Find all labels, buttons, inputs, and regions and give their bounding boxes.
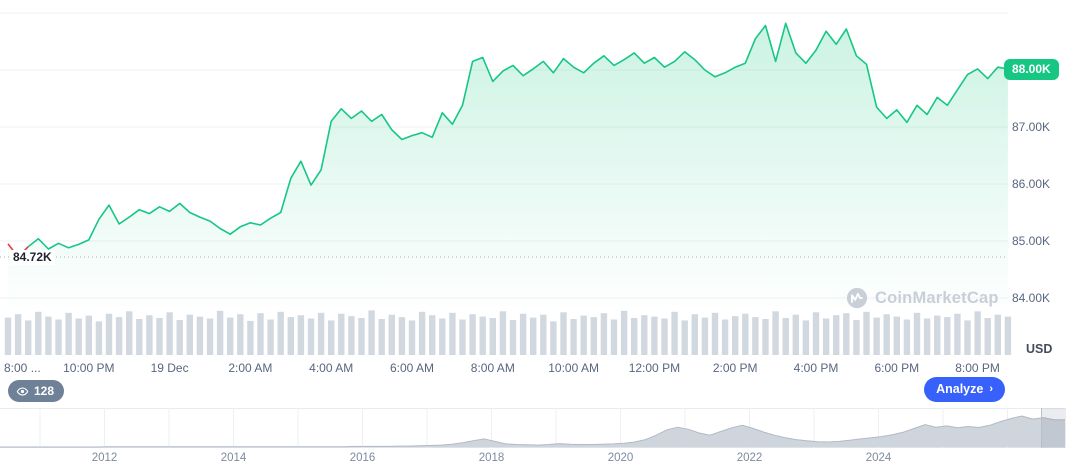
year-tick: 2024: [865, 452, 892, 464]
y-axis-tick: 86.00K: [1012, 177, 1051, 191]
x-axis-tick: 10:00 AM: [548, 361, 599, 375]
timeline-mini-chart[interactable]: [0, 408, 1065, 448]
year-tick: 2012: [91, 452, 118, 464]
coinmarketcap-watermark: CoinMarketCap: [846, 287, 999, 309]
y-axis-tick: 84.00K: [1012, 291, 1051, 305]
x-axis-tick: 8:00 ...: [4, 361, 41, 375]
analyze-button[interactable]: Analyze ›: [924, 377, 1005, 402]
coinmarketcap-logo-icon: [846, 287, 868, 309]
year-tick: 2018: [478, 452, 505, 464]
views-count: 128: [34, 384, 55, 398]
x-axis-tick: 10:00 PM: [63, 361, 115, 375]
chevron-right-icon: ›: [989, 383, 993, 395]
x-axis-tick: 4:00 PM: [793, 361, 839, 375]
year-tick: 2016: [349, 452, 376, 464]
views-count-badge[interactable]: 128: [8, 380, 65, 402]
x-axis-tick: 19 Dec: [150, 361, 189, 375]
brush-handle[interactable]: [1041, 408, 1066, 448]
y-axis-tick: 85.00K: [1012, 234, 1051, 248]
x-axis-tick: 8:00 PM: [955, 361, 1000, 375]
year-tick: 2022: [736, 452, 763, 464]
eye-icon: [16, 386, 29, 396]
x-axis-tick: 8:00 AM: [470, 361, 515, 375]
x-axis-tick: 2:00 PM: [712, 361, 758, 375]
y-axis-tick: 87.00K: [1012, 120, 1051, 134]
x-axis-tick: 6:00 PM: [874, 361, 920, 375]
currency-label: USD: [1026, 342, 1053, 356]
x-axis-tick: 12:00 PM: [628, 361, 681, 375]
price-chart[interactable]: [0, 0, 1072, 360]
x-axis-tick: 2:00 AM: [228, 361, 273, 375]
analyze-label: Analyze: [936, 382, 984, 396]
watermark-text: CoinMarketCap: [875, 288, 999, 307]
x-axis-tick: 4:00 AM: [309, 361, 354, 375]
x-axis-tick: 6:00 AM: [389, 361, 435, 375]
year-tick: 2020: [607, 452, 634, 464]
year-tick: 2014: [220, 452, 247, 464]
low-price-label: 84.72K: [10, 250, 55, 265]
current-price-badge: 88.00K: [1004, 59, 1059, 80]
